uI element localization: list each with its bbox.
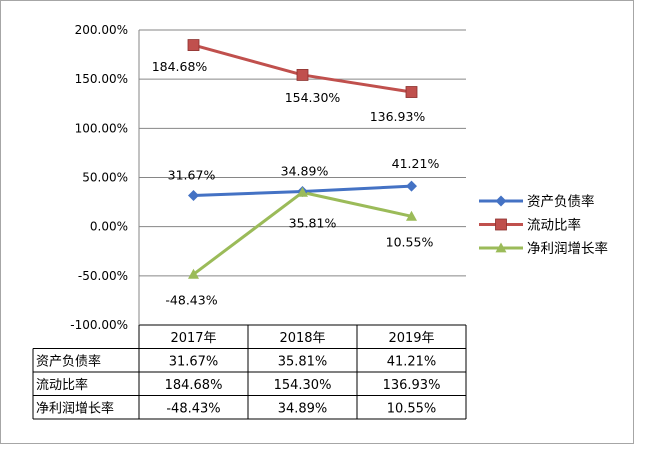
triangle-marker [406,210,417,221]
square-marker [187,39,200,51]
table-cell: 184.68% [165,378,223,393]
table-row-label: 资产负债率 [36,353,101,369]
data-label: 35.81% [289,215,337,230]
data-label: 154.30% [285,90,341,105]
triangle-marker [188,268,199,279]
data-label: 136.93% [370,109,426,124]
table-header-category: 2018年 [279,331,325,346]
legend-label: 流动比率 [527,217,581,234]
y-tick-label: 50.00% [82,171,128,185]
square-marker [495,218,507,231]
legend-label: 资产负债率 [527,193,595,210]
table-cell: 31.67% [169,354,219,369]
data-label: 10.55% [386,234,434,249]
table-cell: 35.81% [278,354,328,369]
data-labels: 31.67% 34.89% 41.21% 184.68% 154.30% 136.93% -… [152,59,440,307]
legend-label: 净利润增长率 [527,240,608,257]
table-cell: -48.43% [166,401,220,416]
data-label: 31.67% [168,168,216,183]
y-axis: -100.00% -50.00% 0.00% 50.00% 100.00% 150.00%… [70,23,140,332]
table-cell: 154.30% [274,378,332,393]
chart-area-border [0,0,634,444]
diamond-marker [188,190,199,202]
data-label: -48.43% [165,292,217,307]
y-tick-label: 150.00% [75,72,128,86]
series-markers [187,39,418,279]
table-header-category: 2019年 [388,331,434,346]
y-tick-label: 0.00% [90,220,128,234]
square-marker [296,69,309,81]
table-row-label: 流动比率 [36,377,88,393]
y-tick-label: -50.00% [78,269,128,283]
table-cell: 41.21% [387,354,437,369]
table-cell: 10.55% [387,401,437,416]
triangle-marker [495,242,507,253]
data-label: 184.68% [152,59,208,74]
data-label: 34.89% [281,163,329,178]
y-tick-label: 200.00% [75,23,128,37]
table-cell: 34.89% [278,401,328,416]
triangle-marker [297,186,308,197]
diamond-marker [495,195,507,207]
diamond-marker [406,180,417,192]
y-tick-label: -100.00% [70,318,128,332]
table-row-label: 净利润增长率 [36,400,114,416]
data-label: 41.21% [392,156,440,171]
y-tick-label: 100.00% [75,121,128,135]
table-cell: 136.93% [383,378,441,393]
table-header-category: 2017年 [170,331,216,346]
square-marker [405,86,418,98]
